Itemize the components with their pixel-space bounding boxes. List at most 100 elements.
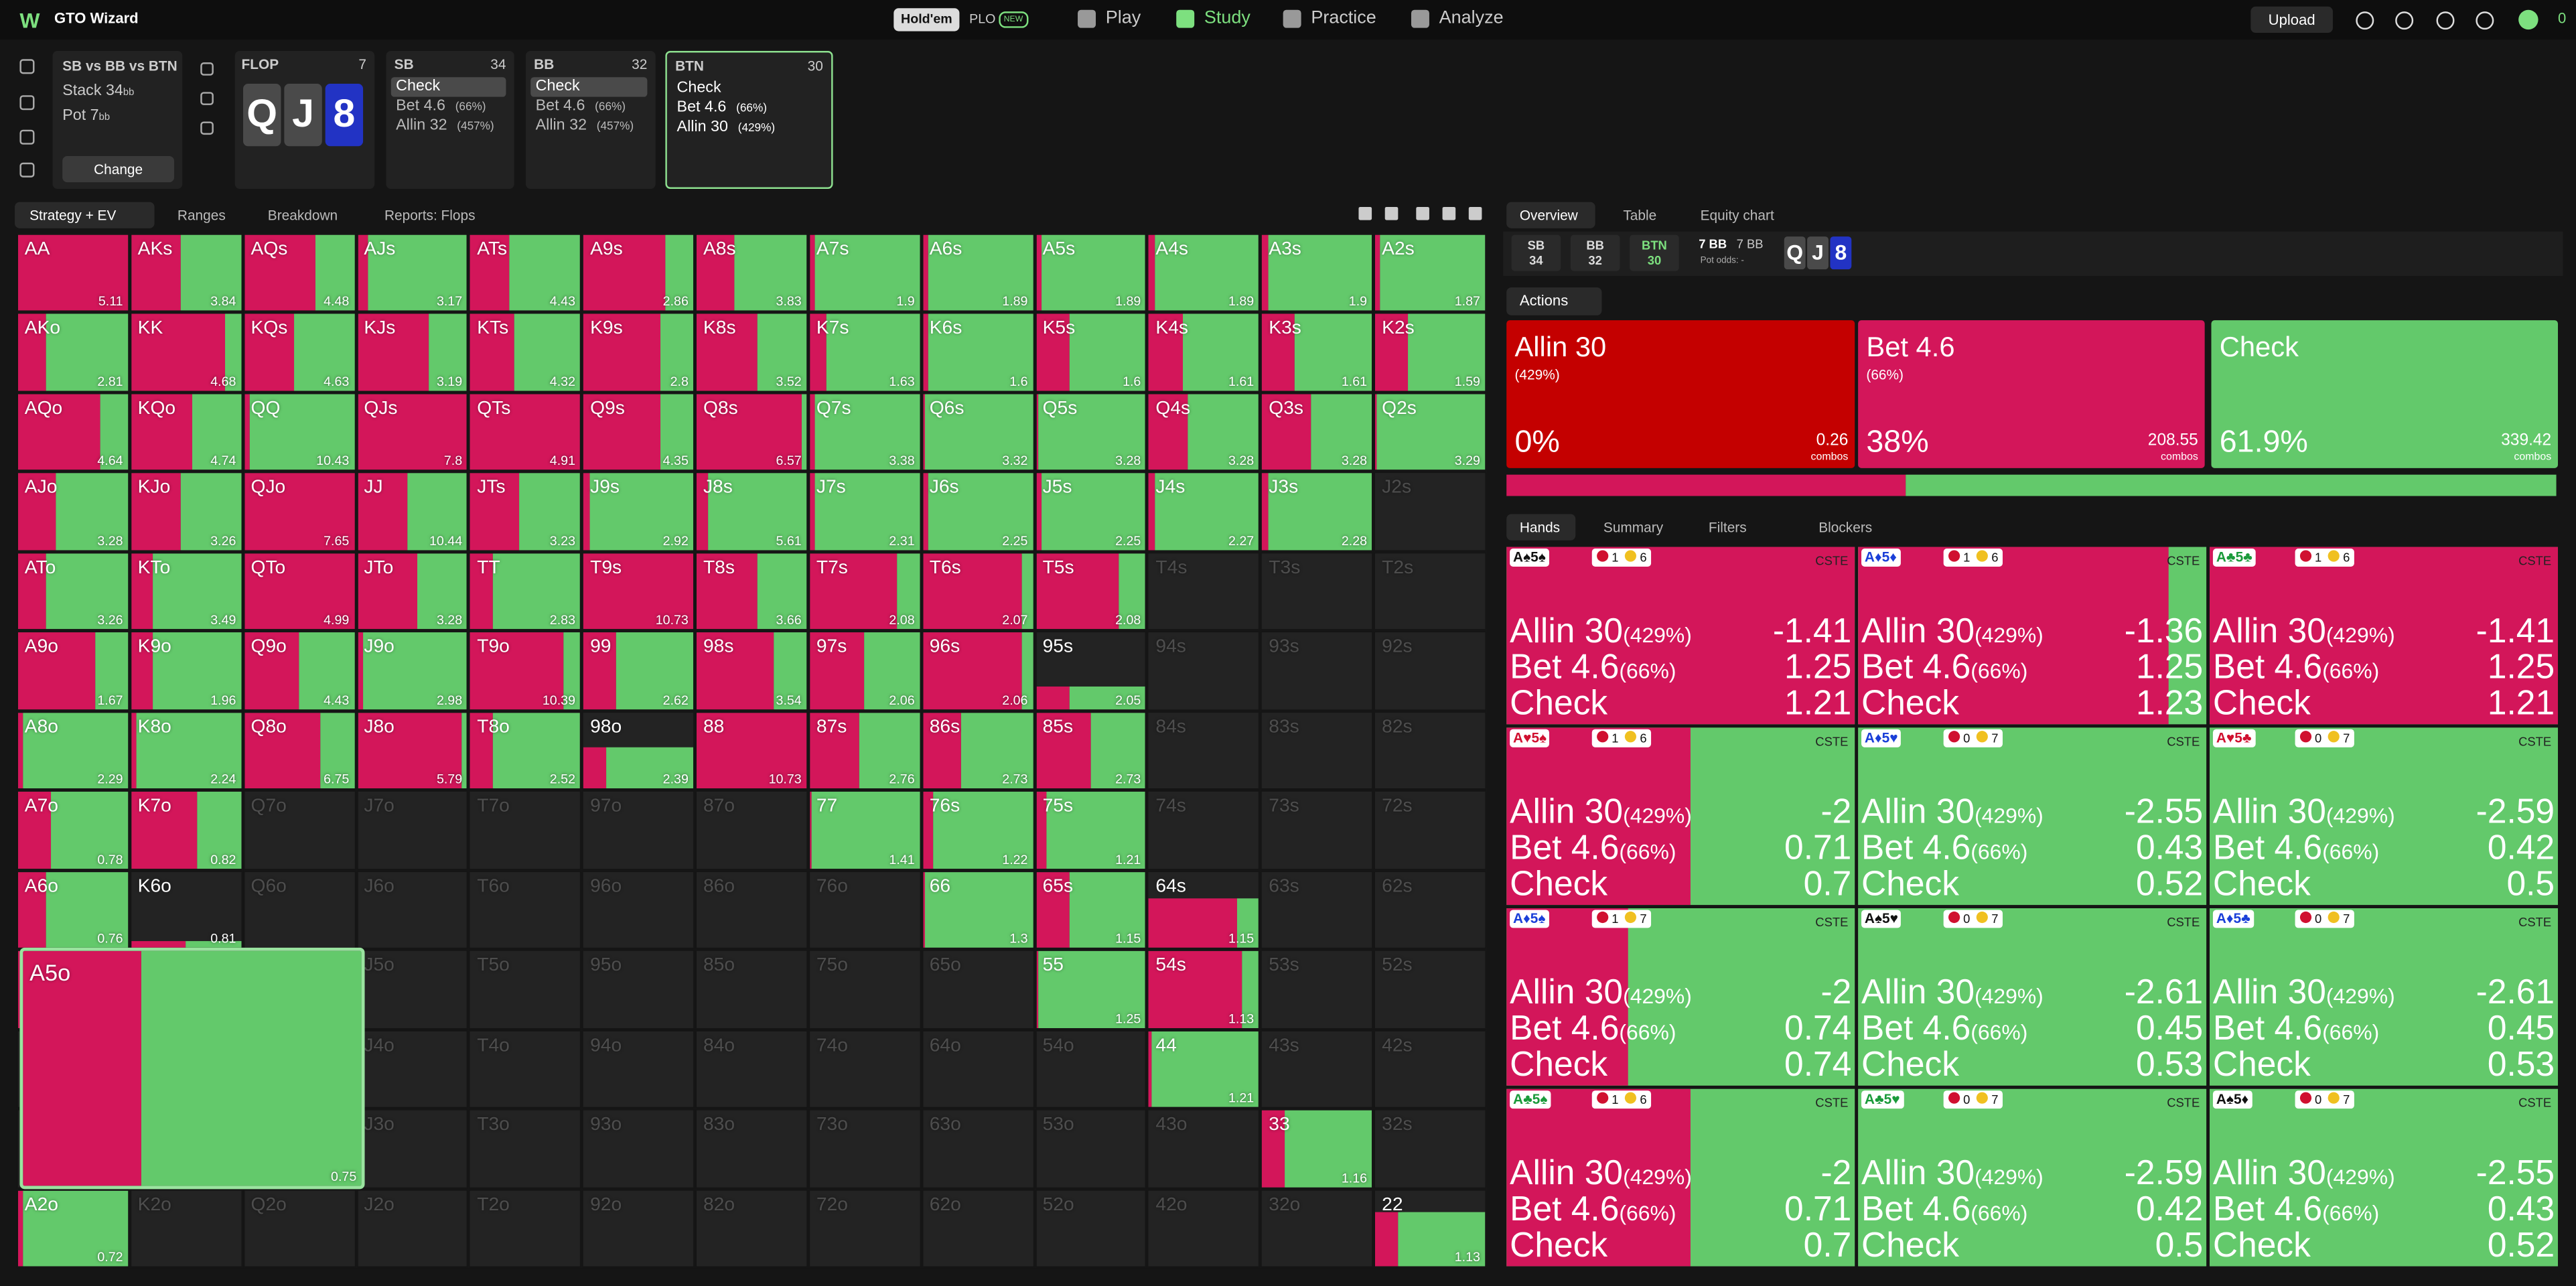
hand-cell[interactable]: J7s 2.31 [808, 472, 922, 552]
action-option[interactable]: Bet 4.6 (66%) [391, 97, 506, 117]
hand-cell[interactable]: Q8o 6.75 [242, 711, 356, 790]
nav-link[interactable]: Analyze [1439, 8, 1504, 28]
hand-cell[interactable]: T5o [468, 949, 582, 1029]
hand-cell[interactable]: 54o [1034, 1029, 1148, 1109]
right-tab[interactable]: Table [1623, 206, 1657, 224]
action-option[interactable]: Check [390, 77, 506, 97]
hand-cell[interactable]: 62s [1373, 869, 1487, 950]
hand-cell[interactable]: AKo 2.81 [16, 313, 130, 392]
hand-cell[interactable]: K7s 1.63 [808, 313, 922, 392]
hand-cell[interactable]: K6s 1.6 [921, 313, 1035, 392]
hand-cell[interactable]: 77 1.41 [808, 790, 922, 870]
hand-cell[interactable]: AA 5.11 [16, 233, 130, 313]
hand-cell[interactable]: 84o [695, 1029, 808, 1109]
strategy-tab[interactable]: Strategy + EV [29, 206, 117, 224]
hand-cell[interactable]: 42o [1147, 1188, 1261, 1268]
action-card[interactable]: Bet 4.6 (66%) 38% 208.55 combos [1858, 320, 2205, 468]
hand-cell[interactable]: KQo 4.74 [129, 392, 243, 472]
hand-cell[interactable]: 73o [808, 1109, 922, 1189]
hand-cell[interactable]: 82o [695, 1188, 808, 1268]
hand-cell[interactable]: 55 1.25 [1034, 949, 1148, 1029]
hand-combo-card[interactable]: A♥5♠ 1 6 CSTE Allin 30(429%) -2 Bet 4.6(66%) 0.… [1506, 727, 1855, 906]
hand-cell[interactable]: AQs 4.48 [242, 233, 356, 313]
player-panel[interactable]: BTN 30 Check Bet 4.6 (66%) Allin 30 (429%) [665, 51, 833, 189]
view-icon[interactable] [1384, 206, 1399, 220]
nav-tool-icon[interactable] [2356, 11, 2374, 30]
hand-cell[interactable]: 75o [808, 949, 922, 1029]
hand-cell[interactable]: 73s [1261, 790, 1374, 870]
hand-cell[interactable]: AJs 3.17 [356, 233, 469, 313]
strategy-tab[interactable]: Ranges [177, 206, 226, 224]
hand-cell[interactable]: T2s [1373, 551, 1487, 632]
hand-tab[interactable]: Summary [1603, 518, 1664, 536]
hand-cell[interactable]: J5o [356, 949, 469, 1029]
nav-tool-icon[interactable] [2395, 11, 2414, 30]
hand-cell[interactable]: Q2o [242, 1188, 356, 1268]
hand-cell[interactable]: K8o 2.24 [129, 711, 243, 790]
hand-cell[interactable]: JTo 3.28 [356, 551, 469, 632]
hand-cell[interactable]: 95o [581, 949, 695, 1029]
hand-combo-card[interactable]: A♦5♦ 1 6 CSTE Allin 30(429%) -1.36 Bet 4.6(66%… [1858, 547, 2207, 725]
hand-cell[interactable]: KTs 4.32 [468, 313, 582, 392]
brand[interactable]: GTO Wizard [54, 9, 139, 27]
hand-combo-card[interactable]: A♦5♠ 1 7 CSTE Allin 30(429%) -2 Bet 4.6(66%) 0.… [1506, 908, 1855, 1086]
hand-cell[interactable]: J9s 2.92 [581, 472, 695, 552]
hand-cell[interactable]: A9s 2.86 [581, 233, 695, 313]
hand-cell[interactable]: Q7o [242, 790, 356, 870]
hand-cell[interactable]: 65s 1.15 [1034, 869, 1148, 950]
hand-cell[interactable]: 98o 2.39 [581, 711, 695, 790]
hand-cell[interactable]: 66 1.3 [921, 869, 1035, 950]
hand-cell[interactable]: 65o [921, 949, 1035, 1029]
hand-cell[interactable]: A7o 0.78 [16, 790, 130, 870]
hand-cell[interactable]: ATo 3.26 [16, 551, 130, 632]
hand-cell[interactable]: 33 1.16 [1261, 1109, 1374, 1189]
hand-cell[interactable]: 92o [581, 1188, 695, 1268]
hand-cell[interactable]: J2o [356, 1188, 469, 1268]
hand-cell[interactable]: A6o 0.76 [16, 869, 130, 950]
action-option[interactable]: Bet 4.6 (66%) [672, 98, 806, 118]
hand-cell[interactable]: Q6o [242, 869, 356, 950]
hand-combo-card[interactable]: A♥5♣ 0 7 CSTE Allin 30(429%) -2.59 Bet 4.6(66%… [2210, 727, 2559, 906]
nav-link[interactable]: Study [1204, 8, 1250, 28]
hand-cell[interactable]: J3o [356, 1109, 469, 1189]
hand-cell[interactable]: 98s 3.54 [695, 631, 808, 711]
hand-cell[interactable]: KJs 3.19 [356, 313, 469, 392]
hand-cell[interactable]: T6o [468, 869, 582, 950]
hand-cell[interactable]: A3s 1.9 [1261, 233, 1374, 313]
tool-icon[interactable] [19, 162, 35, 177]
tool-icon[interactable] [19, 129, 35, 145]
change-button[interactable]: Change [62, 155, 174, 183]
hand-cell[interactable]: QJo 7.65 [242, 472, 356, 552]
hand-cell[interactable]: J4o [356, 1029, 469, 1109]
hand-cell[interactable]: 83o [695, 1109, 808, 1189]
player-panel[interactable]: SB 34 Check Bet 4.6 (66%) Allin 32 (457%) [386, 51, 514, 189]
mode-holdem[interactable]: Hold'em [893, 8, 960, 31]
action-option[interactable]: Allin 32 (457%) [530, 117, 647, 136]
hand-cell[interactable]: TT 2.83 [468, 551, 582, 632]
hand-combo-card[interactable]: A♠5♦ 0 7 CSTE Allin 30(429%) -2.55 Bet 4.6(66%… [2210, 1088, 2559, 1267]
hand-cell[interactable]: 53s [1261, 949, 1374, 1029]
hand-combo-card[interactable]: A♦5♥ 0 7 CSTE Allin 30(429%) -2.55 Bet 4.6(66%… [1858, 727, 2207, 906]
hand-cell[interactable]: K2s 1.59 [1373, 313, 1487, 392]
hand-cell[interactable]: 43s [1261, 1029, 1374, 1109]
hand-cell[interactable]: Q8s 6.57 [695, 392, 808, 472]
hand-cell[interactable]: K5s 1.6 [1034, 313, 1148, 392]
hand-cell[interactable]: AQo 4.64 [16, 392, 130, 472]
hand-cell[interactable]: 92s [1373, 631, 1487, 711]
hand-tab[interactable]: Filters [1708, 518, 1747, 536]
hand-cell[interactable]: A5s 1.89 [1034, 233, 1148, 313]
hand-cell[interactable]: 44 1.21 [1147, 1029, 1261, 1109]
hand-combo-card[interactable]: A♣5♥ 0 7 CSTE Allin 30(429%) -2.59 Bet 4.6(66%… [1858, 1088, 2207, 1267]
hand-cell[interactable]: Q4s 3.28 [1147, 392, 1261, 472]
hand-cell[interactable]: 93s [1261, 631, 1374, 711]
hand-cell[interactable]: 96o [581, 869, 695, 950]
hand-cell[interactable]: T9s 10.73 [581, 551, 695, 632]
hand-cell[interactable]: QTo 4.99 [242, 551, 356, 632]
hand-cell[interactable]: J7o [356, 790, 469, 870]
hand-cell[interactable]: J3s 2.28 [1261, 472, 1374, 552]
hand-cell[interactable]: 64s 1.15 [1147, 869, 1261, 950]
action-option[interactable]: Allin 30 (429%) [672, 119, 806, 138]
hand-cell[interactable]: T4s [1147, 551, 1261, 632]
hand-cell[interactable]: 43o [1147, 1109, 1261, 1189]
hand-cell[interactable]: J2s [1373, 472, 1487, 552]
